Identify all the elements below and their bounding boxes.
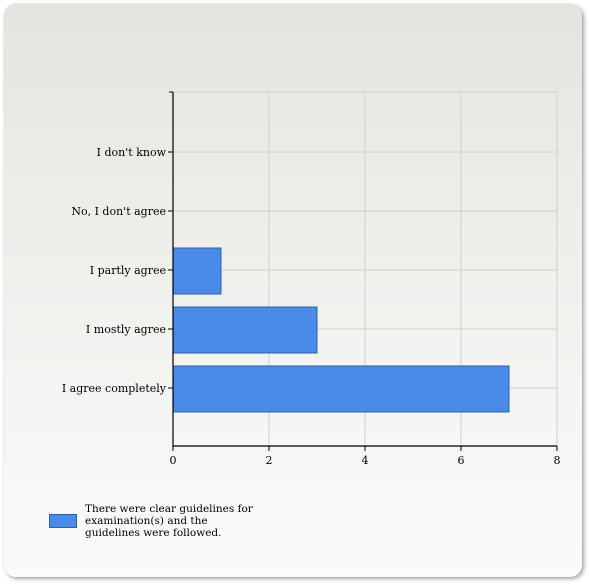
- x-tick-label: 6: [458, 454, 465, 467]
- y-tick-label: I partly agree: [90, 264, 166, 277]
- y-tick-label: No, I don't agree: [71, 205, 166, 218]
- x-tick-label: 2: [266, 454, 273, 467]
- x-axis-ticks: 0 2 4 6 8: [170, 446, 561, 467]
- x-tick-label: 8: [554, 454, 561, 467]
- y-tick-label: I mostly agree: [86, 323, 166, 336]
- y-tick-label: I don't know: [97, 146, 167, 159]
- bar: [172, 365, 510, 413]
- x-tick-label: 4: [362, 454, 369, 467]
- bars: [172, 247, 510, 413]
- legend-swatch: [49, 514, 77, 528]
- bar: [172, 306, 318, 354]
- y-axis-ticks: I don't know No, I don't agree I partly ag…: [62, 91, 173, 395]
- legend-label: There were clear guidelines for examinat…: [85, 503, 253, 539]
- y-tick-label: I agree completely: [62, 382, 167, 395]
- bar: [172, 247, 222, 295]
- legend: There were clear guidelines for examinat…: [49, 503, 265, 539]
- chart-panel: [4, 4, 582, 577]
- x-tick-label: 0: [170, 454, 177, 467]
